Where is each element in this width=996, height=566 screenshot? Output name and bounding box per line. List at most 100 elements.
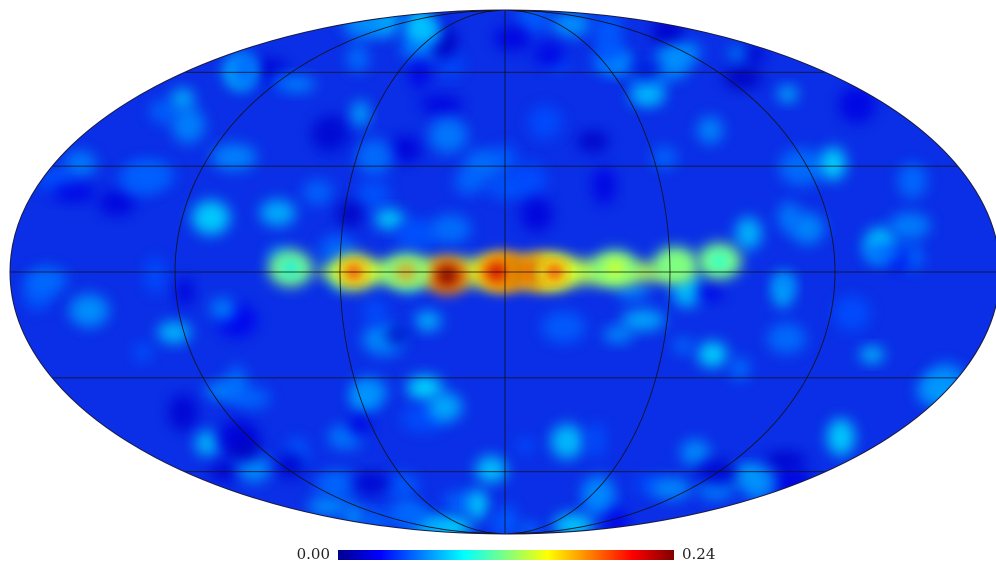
intensity-blob — [767, 323, 806, 354]
intensity-blob — [833, 295, 871, 332]
intensity-blob — [230, 438, 261, 461]
intensity-blob — [132, 342, 154, 362]
intensity-blob — [350, 473, 393, 494]
intensity-blob — [144, 256, 166, 295]
intensity-blob — [195, 430, 220, 457]
intensity-blob — [727, 45, 747, 62]
intensity-blob — [276, 451, 306, 479]
intensity-blob — [408, 57, 430, 89]
intensity-blob — [69, 294, 109, 328]
intensity-blob — [517, 10, 552, 35]
intensity-blob — [337, 200, 363, 228]
intensity-blob — [616, 283, 650, 300]
hotspot — [605, 260, 624, 277]
intensity-blob — [697, 283, 724, 302]
sky-map — [9, 9, 996, 535]
intensity-blob — [859, 346, 885, 363]
intensity-blob — [475, 456, 507, 483]
intensity-blob — [393, 225, 438, 250]
intensity-blob — [171, 106, 205, 144]
intensity-blob — [621, 309, 665, 331]
intensity-blob — [592, 166, 616, 205]
intensity-blob — [26, 266, 68, 295]
intensity-blob — [385, 325, 409, 346]
intensity-blob — [838, 86, 876, 123]
intensity-blob — [603, 326, 634, 343]
intensity-blob — [211, 143, 257, 171]
intensity-blob — [577, 130, 609, 153]
intensity-blob — [386, 507, 422, 526]
intensity-blob — [259, 199, 296, 227]
intensity-blob — [302, 179, 333, 206]
intensity-blob — [541, 311, 586, 343]
intensity-blob — [652, 14, 683, 49]
intensity-blob — [779, 148, 825, 186]
intensity-blob — [520, 197, 553, 232]
intensity-blob — [604, 507, 629, 534]
map-outline — [9, 9, 996, 535]
intensity-blob — [776, 272, 795, 295]
intensity-blob — [351, 386, 376, 414]
intensity-blob — [209, 463, 239, 482]
intensity-blob — [629, 86, 665, 107]
intensity-blob — [233, 387, 271, 410]
graticule — [10, 10, 996, 534]
intensity-blob — [428, 117, 468, 154]
intensity-blob — [697, 341, 728, 368]
intensity-blob — [551, 11, 592, 38]
intensity-blob — [652, 145, 677, 170]
intensity-blob — [512, 162, 547, 198]
intensity-blob — [550, 424, 584, 459]
intensity-blob — [210, 297, 236, 321]
intensity-blob — [343, 501, 365, 532]
intensity-blob — [468, 489, 488, 520]
intensity-blob — [777, 85, 798, 103]
intensity-blob — [516, 436, 535, 455]
intensity-blob — [770, 467, 812, 499]
intensity-blob — [312, 115, 350, 153]
intensity-blob — [527, 105, 563, 140]
intensity-blob — [51, 183, 96, 202]
intensity-blob — [650, 477, 692, 500]
intensity-blob — [157, 321, 191, 344]
intensity-blob — [680, 439, 710, 466]
intensity-blob — [464, 148, 503, 180]
hotspot — [666, 256, 685, 273]
intensity-blob — [490, 514, 510, 534]
colorbar-min-label: 0.00 — [296, 545, 330, 563]
intensity-blob — [673, 337, 694, 355]
intensity-blob — [864, 241, 904, 264]
intensity-blob — [654, 45, 691, 80]
intensity-blob — [632, 60, 662, 80]
intensity-blob — [346, 44, 369, 73]
intensity-blob — [723, 66, 763, 90]
intensity-blob — [764, 451, 807, 470]
intensity-blob — [63, 150, 97, 178]
intensity-blob — [175, 277, 194, 307]
intensity-blob — [429, 214, 471, 244]
intensity-blob — [897, 162, 928, 200]
intensity-blob — [356, 139, 393, 176]
intensity-blob — [582, 474, 615, 507]
intensity-blob — [740, 464, 776, 501]
intensity-blob — [381, 472, 419, 499]
intensity-blob — [374, 209, 405, 230]
intensity-blob — [407, 375, 443, 401]
hotspot — [435, 264, 460, 287]
intensity-blob — [348, 413, 371, 437]
colorbar — [338, 550, 674, 560]
intensity-blob — [149, 99, 178, 124]
intensity-blob — [315, 469, 359, 499]
intensity-blob — [390, 135, 422, 163]
intensity-blob — [351, 100, 370, 128]
intensity-blob — [307, 496, 349, 517]
intensity-blob — [363, 299, 387, 324]
intensity-blob — [730, 357, 750, 381]
intensity-blob — [98, 190, 135, 216]
intensity-blob — [419, 95, 463, 114]
intensity-blob — [343, 10, 382, 40]
intensity-blob — [888, 212, 931, 240]
intensity-blob — [777, 201, 801, 233]
intensity-blob — [697, 116, 724, 144]
hotspot — [281, 260, 300, 277]
